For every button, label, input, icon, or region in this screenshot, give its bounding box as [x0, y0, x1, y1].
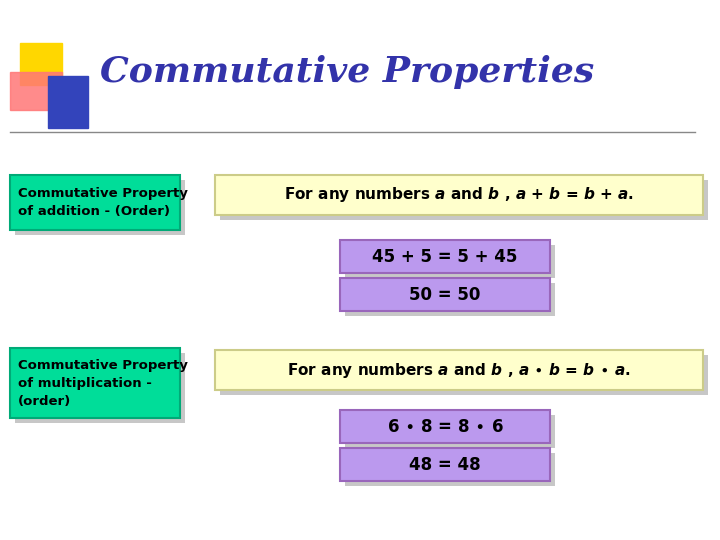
FancyBboxPatch shape [10, 348, 180, 418]
FancyBboxPatch shape [15, 180, 185, 235]
FancyBboxPatch shape [10, 175, 180, 230]
FancyBboxPatch shape [340, 278, 550, 311]
FancyBboxPatch shape [220, 355, 708, 395]
Bar [48, 76, 88, 128]
Text: For any numbers $\bfit{a}$ and $\bfit{b}$ , $\bfit{a}$ + $\bfit{b}$ = $\bfit{b}$: For any numbers $\bfit{a}$ and $\bfit{b}… [284, 186, 634, 205]
Text: For any numbers $\bfit{a}$ and $\bfit{b}$ , $\bfit{a}$ $\bullet$ $\bfit{b}$ = $\: For any numbers $\bfit{a}$ and $\bfit{b}… [287, 361, 631, 380]
Text: 48 = 48: 48 = 48 [409, 456, 481, 474]
FancyBboxPatch shape [340, 410, 550, 443]
Bar [10, 72, 62, 110]
FancyBboxPatch shape [340, 240, 550, 273]
FancyBboxPatch shape [215, 350, 703, 390]
Text: Commutative Property
of addition - (Order): Commutative Property of addition - (Orde… [18, 187, 188, 218]
Text: Commutative Property
of multiplication -
(order): Commutative Property of multiplication -… [18, 359, 188, 408]
FancyBboxPatch shape [15, 353, 185, 423]
FancyBboxPatch shape [340, 448, 550, 481]
Text: 50 = 50: 50 = 50 [409, 286, 481, 303]
Text: 45 + 5 = 5 + 45: 45 + 5 = 5 + 45 [372, 247, 518, 266]
FancyBboxPatch shape [220, 180, 708, 220]
FancyBboxPatch shape [345, 415, 555, 448]
FancyBboxPatch shape [345, 283, 555, 316]
Text: 6 $\bullet$ 8 = 8 $\bullet$ 6: 6 $\bullet$ 8 = 8 $\bullet$ 6 [387, 417, 503, 435]
FancyBboxPatch shape [345, 453, 555, 486]
FancyBboxPatch shape [215, 175, 703, 215]
Bar [20, 43, 62, 85]
FancyBboxPatch shape [345, 245, 555, 278]
Text: Commutative Properties: Commutative Properties [100, 55, 594, 89]
